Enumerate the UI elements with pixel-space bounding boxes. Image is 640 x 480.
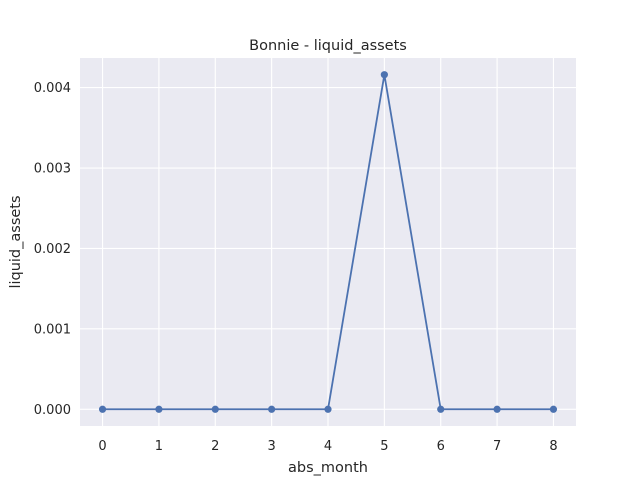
- series-group: [98, 71, 558, 413]
- data-point: [380, 71, 388, 79]
- x-tick-label: 3: [267, 439, 275, 454]
- x-tick-label: 6: [437, 439, 445, 454]
- data-point: [268, 405, 276, 413]
- x-tick-label: 8: [549, 439, 557, 454]
- chart-title: Bonnie - liquid_assets: [249, 38, 407, 54]
- y-tick-label: 0.001: [34, 322, 71, 337]
- y-axis-ticks: 0.000 0.001 0.002 0.003 0.004: [34, 81, 71, 418]
- y-tick-label: 0.002: [34, 242, 71, 257]
- data-point: [211, 405, 219, 413]
- data-point: [437, 405, 445, 413]
- x-axis-ticks: 0 1 2 3 4 5 6 7 8: [98, 439, 557, 454]
- x-tick-label: 0: [98, 439, 106, 454]
- x-tick-label: 2: [211, 439, 219, 454]
- y-axis-label: liquid_assets: [8, 195, 24, 288]
- data-point: [324, 405, 332, 413]
- y-tick-label: 0.004: [34, 81, 71, 96]
- x-axis-label: abs_month: [288, 460, 368, 476]
- x-tick-label: 7: [493, 439, 501, 454]
- data-point: [493, 405, 501, 413]
- data-point: [98, 405, 107, 413]
- x-tick-label: 5: [380, 439, 388, 454]
- y-tick-label: 0.000: [34, 403, 71, 418]
- y-tick-label: 0.003: [34, 162, 71, 177]
- x-tick-label: 1: [155, 439, 163, 454]
- x-tick-label: 4: [324, 439, 332, 454]
- data-point: [155, 405, 163, 413]
- data-point: [549, 405, 558, 413]
